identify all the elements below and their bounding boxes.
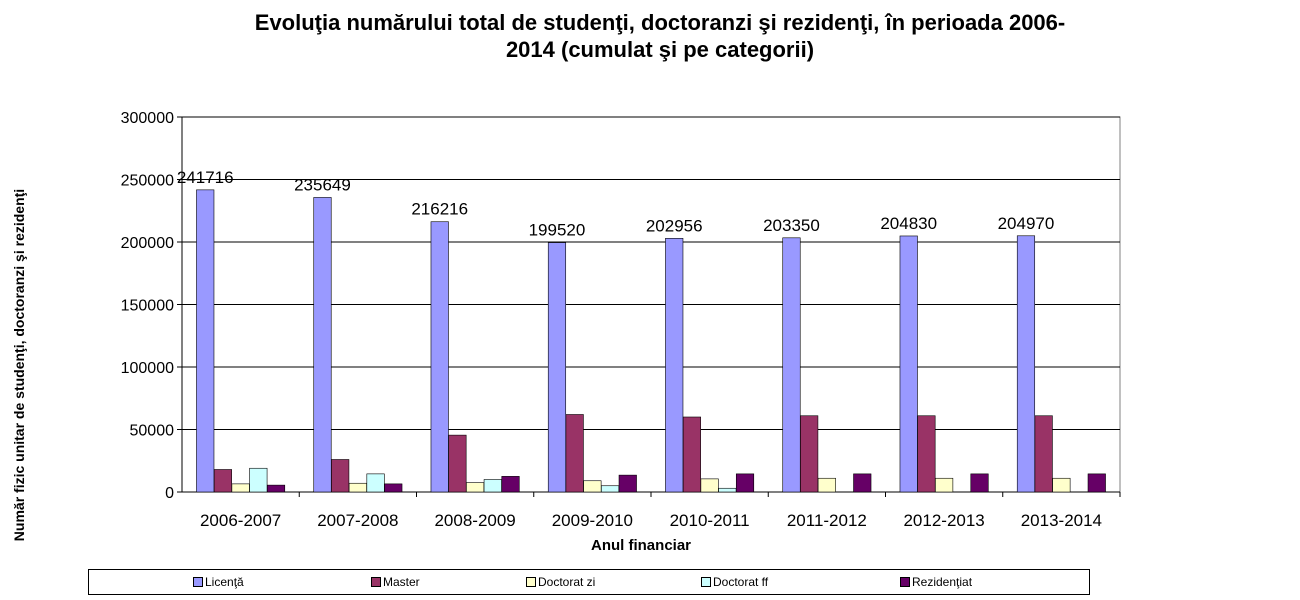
x-tick-label: 2012-2013 [903, 511, 984, 530]
y-tick-label: 100000 [121, 360, 174, 377]
bar-rezidentiat-2006-2007 [266, 484, 286, 493]
bar-licenta-2012-2013 [899, 235, 918, 493]
bar-doctorat-ff-2009-2010 [601, 485, 620, 493]
bar-doctorat-zi-2011-2012 [817, 477, 836, 493]
bar-doctorat-zi-2009-2010 [583, 480, 602, 493]
bar-licenta-2007-2008 [313, 197, 332, 493]
legend-item-doctorat-ff: Doctorat ff [701, 575, 768, 589]
legend-swatch-licenta [193, 577, 203, 587]
bar-doctorat-ff-2008-2009 [483, 479, 502, 493]
y-tick-label: 300000 [121, 110, 174, 127]
x-tick-label: 2008-2009 [434, 511, 515, 530]
data-label-2013-2014: 204970 [998, 214, 1055, 233]
legend: Licenţă Master Doctorat zi Doctorat ff R… [88, 569, 1090, 595]
legend-label-master: Master [383, 575, 420, 589]
data-label-2009-2010: 199520 [529, 221, 586, 240]
bar-doctorat-ff-2010-2011 [718, 487, 737, 493]
legend-swatch-doctorat-zi [526, 577, 536, 587]
bar-doctorat-zi-2007-2008 [348, 482, 367, 493]
bar-licenta-2009-2010 [547, 242, 567, 493]
chart-title-line2: 2014 (cumulat şi pe categorii) [505, 37, 815, 62]
data-label-2007-2008: 235649 [294, 175, 351, 194]
legend-item-master: Master [371, 575, 420, 589]
data-label-2011-2012: 203350 [763, 216, 820, 235]
bar-doctorat-ff-2006-2007 [249, 467, 268, 493]
legend-item-doctorat-zi: Doctorat zi [526, 575, 595, 589]
legend-label-rezidentiat: Rezidenţiat [912, 575, 973, 589]
legend-item-licenta: Licenţă [193, 575, 244, 589]
bar-rezidentiat-2013-2014 [1087, 473, 1106, 493]
bar-doctorat-ff-2007-2008 [366, 473, 385, 493]
legend-label-doctorat-zi: Doctorat zi [538, 575, 596, 589]
bar-rezidentiat-2012-2013 [970, 473, 989, 493]
y-tick-label: 200000 [121, 235, 174, 252]
x-tick-label: 2009-2010 [552, 511, 633, 530]
bar-master-2009-2010 [565, 414, 584, 493]
bar-licenta-2006-2007 [196, 189, 215, 493]
chart-title-line1: Evoluţia numărului total de studenţi, do… [254, 10, 1066, 35]
legend-label-licenta: Licenţă [205, 575, 244, 589]
data-label-2012-2013: 204830 [880, 214, 937, 233]
data-label-2006-2007: 241716 [177, 168, 234, 187]
bar-doctorat-zi-2013-2014 [1052, 477, 1071, 493]
x-tick-label: 2011-2012 [787, 511, 867, 530]
x-tick-label: 2007-2008 [317, 511, 398, 530]
bar-master-2007-2008 [331, 459, 350, 493]
legend-swatch-doctorat-ff [701, 577, 711, 587]
bar-rezidentiat-2010-2011 [735, 473, 755, 493]
bar-rezidentiat-2009-2010 [618, 474, 637, 493]
bar-doctorat-zi-2012-2013 [935, 477, 954, 493]
legend-swatch-master [371, 577, 381, 587]
bar-doctorat-zi-2010-2011 [700, 478, 719, 493]
bar-doctorat-zi-2006-2007 [231, 483, 250, 493]
bar-licenta-2010-2011 [665, 238, 684, 493]
y-tick-label: 250000 [121, 173, 174, 190]
y-axis-label: Număr fizic unitar de studenţi, doctoran… [11, 188, 27, 542]
bar-master-2010-2011 [682, 416, 701, 493]
bar-licenta-2013-2014 [1016, 235, 1036, 493]
bar-master-2013-2014 [1034, 415, 1053, 493]
data-label-2008-2009: 216216 [411, 200, 468, 219]
bar-master-2012-2013 [917, 415, 936, 493]
x-tick-label: 2006-2007 [200, 511, 281, 530]
bar-master-2011-2012 [800, 415, 819, 493]
bar-rezidentiat-2008-2009 [501, 476, 520, 493]
bar-rezidentiat-2011-2012 [853, 473, 872, 493]
bar-master-2006-2007 [213, 469, 232, 493]
x-axis-label: Anul financiar [590, 537, 692, 554]
bar-licenta-2008-2009 [430, 221, 449, 493]
y-tick-label: 50000 [130, 423, 175, 440]
legend-label-doctorat-ff: Doctorat ff [713, 575, 769, 589]
data-label-2010-2011: 202956 [646, 216, 703, 235]
bar-licenta-2011-2012 [782, 237, 801, 493]
bar-master-2008-2009 [448, 434, 467, 493]
x-tick-label: 2013-2014 [1021, 511, 1102, 530]
bar-doctorat-zi-2008-2009 [466, 482, 485, 493]
x-tick-label: 2010-2011 [670, 511, 750, 530]
y-tick-label: 150000 [121, 298, 174, 315]
bar-rezidentiat-2007-2008 [384, 483, 403, 493]
legend-item-rezidentiat: Rezidenţiat [900, 575, 972, 589]
legend-swatch-rezidentiat [900, 577, 910, 587]
y-tick-label: 0 [165, 485, 174, 502]
